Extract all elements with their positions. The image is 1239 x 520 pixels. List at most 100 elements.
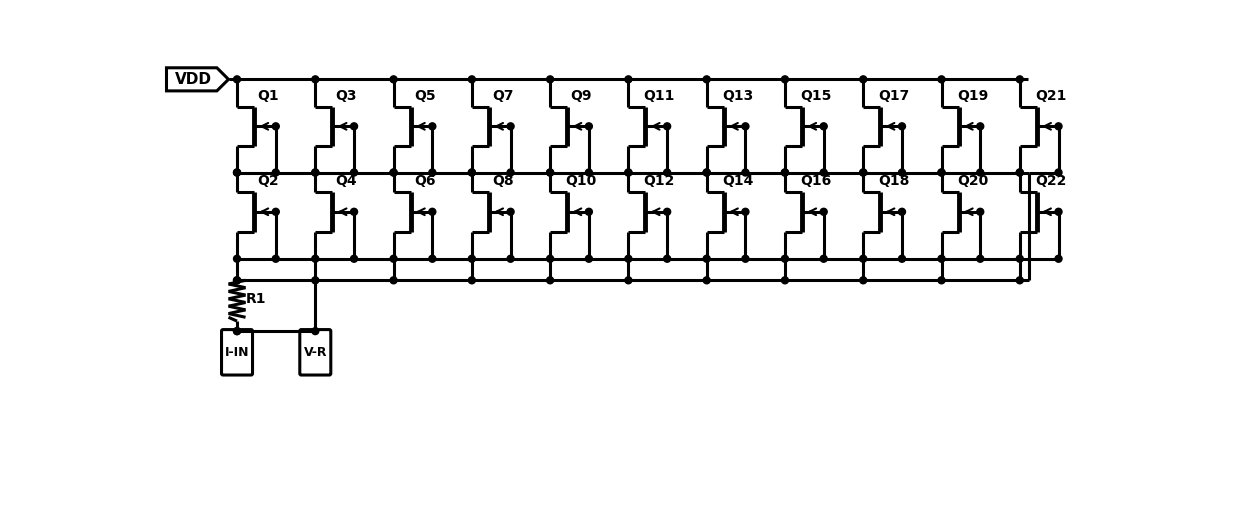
Circle shape xyxy=(664,123,670,130)
Circle shape xyxy=(898,255,906,262)
Circle shape xyxy=(585,255,592,262)
Circle shape xyxy=(976,255,984,262)
Circle shape xyxy=(233,169,240,176)
Circle shape xyxy=(390,76,396,83)
Circle shape xyxy=(820,123,828,130)
Circle shape xyxy=(1056,255,1062,262)
Circle shape xyxy=(429,209,436,215)
Circle shape xyxy=(820,209,828,215)
Circle shape xyxy=(507,169,514,176)
Circle shape xyxy=(664,209,670,215)
Circle shape xyxy=(468,277,476,284)
Circle shape xyxy=(273,209,279,215)
Circle shape xyxy=(1056,123,1062,130)
Circle shape xyxy=(1016,169,1023,176)
Circle shape xyxy=(742,169,748,176)
Circle shape xyxy=(898,209,906,215)
Circle shape xyxy=(429,169,436,176)
Text: Q20: Q20 xyxy=(957,174,989,188)
Text: VDD: VDD xyxy=(175,72,212,87)
Circle shape xyxy=(976,169,984,176)
Circle shape xyxy=(351,169,358,176)
Text: Q3: Q3 xyxy=(336,89,357,103)
Circle shape xyxy=(820,255,828,262)
Circle shape xyxy=(273,255,279,262)
Circle shape xyxy=(351,123,358,130)
Circle shape xyxy=(546,169,554,176)
Circle shape xyxy=(898,169,906,176)
Circle shape xyxy=(546,277,554,284)
Circle shape xyxy=(898,123,906,130)
Circle shape xyxy=(860,277,867,284)
Circle shape xyxy=(976,209,984,215)
Circle shape xyxy=(820,169,828,176)
Circle shape xyxy=(1056,209,1062,215)
Circle shape xyxy=(938,76,945,83)
Circle shape xyxy=(938,169,945,176)
Circle shape xyxy=(507,123,514,130)
Text: R1: R1 xyxy=(247,292,266,306)
Circle shape xyxy=(390,277,396,284)
Circle shape xyxy=(704,277,710,284)
Text: V-R: V-R xyxy=(304,346,327,359)
Circle shape xyxy=(585,169,592,176)
Circle shape xyxy=(390,169,396,176)
Circle shape xyxy=(351,255,358,262)
Circle shape xyxy=(860,169,867,176)
Circle shape xyxy=(468,169,476,176)
Circle shape xyxy=(624,169,632,176)
Circle shape xyxy=(742,255,748,262)
Circle shape xyxy=(351,209,358,215)
Circle shape xyxy=(624,169,632,176)
Circle shape xyxy=(742,209,748,215)
Circle shape xyxy=(546,169,554,176)
Circle shape xyxy=(704,169,710,176)
Circle shape xyxy=(664,255,670,262)
Circle shape xyxy=(624,255,632,262)
Circle shape xyxy=(782,255,788,262)
Circle shape xyxy=(938,169,945,176)
Circle shape xyxy=(782,169,788,176)
Text: Q9: Q9 xyxy=(570,89,592,103)
Circle shape xyxy=(429,123,436,130)
Text: Q16: Q16 xyxy=(800,174,831,188)
Circle shape xyxy=(233,255,240,262)
Circle shape xyxy=(704,255,710,262)
Circle shape xyxy=(468,255,476,262)
Circle shape xyxy=(664,169,670,176)
Circle shape xyxy=(1016,277,1023,284)
Circle shape xyxy=(233,277,240,284)
Circle shape xyxy=(624,76,632,83)
Text: Q1: Q1 xyxy=(258,89,279,103)
Circle shape xyxy=(233,328,240,334)
Circle shape xyxy=(938,255,945,262)
Circle shape xyxy=(390,255,396,262)
Circle shape xyxy=(546,255,554,262)
Circle shape xyxy=(860,169,867,176)
Circle shape xyxy=(704,169,710,176)
Circle shape xyxy=(782,169,788,176)
Circle shape xyxy=(1016,76,1023,83)
Text: Q5: Q5 xyxy=(414,89,435,103)
Circle shape xyxy=(273,123,279,130)
Text: Q12: Q12 xyxy=(644,174,675,188)
Circle shape xyxy=(624,277,632,284)
Circle shape xyxy=(938,277,945,284)
Circle shape xyxy=(860,76,867,83)
Circle shape xyxy=(468,76,476,83)
Circle shape xyxy=(312,169,318,176)
Circle shape xyxy=(976,123,984,130)
Text: Q17: Q17 xyxy=(878,89,909,103)
Circle shape xyxy=(860,255,867,262)
Text: Q22: Q22 xyxy=(1035,174,1067,188)
Circle shape xyxy=(233,169,240,176)
Circle shape xyxy=(742,123,748,130)
Text: Q10: Q10 xyxy=(565,174,597,188)
Circle shape xyxy=(1016,169,1023,176)
Text: Q18: Q18 xyxy=(878,174,909,188)
Circle shape xyxy=(704,76,710,83)
Text: Q15: Q15 xyxy=(800,89,831,103)
Text: Q8: Q8 xyxy=(492,174,514,188)
Circle shape xyxy=(312,328,318,334)
Circle shape xyxy=(546,76,554,83)
